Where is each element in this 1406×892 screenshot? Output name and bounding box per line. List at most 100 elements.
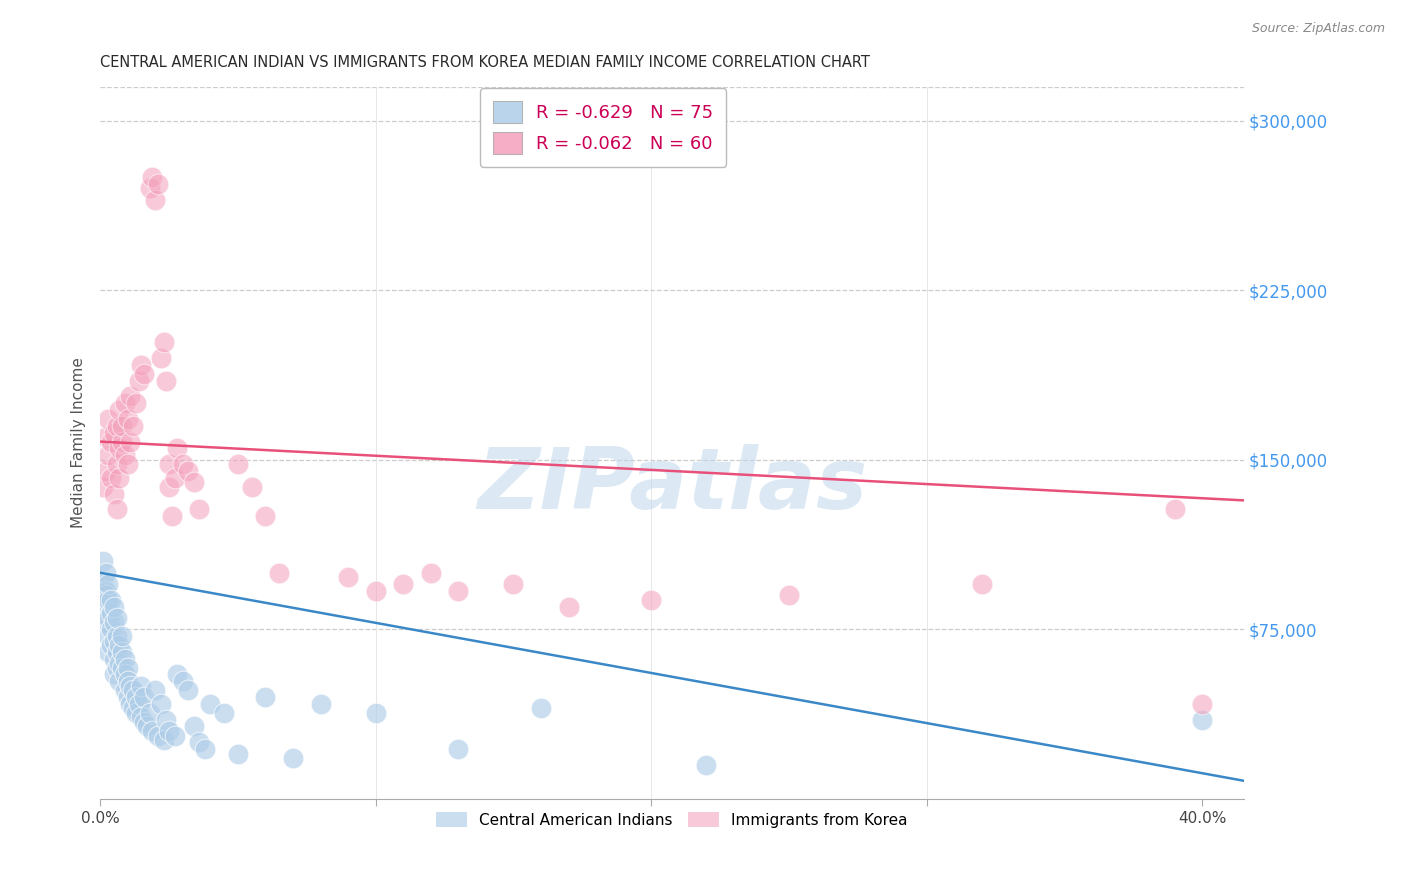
Point — [155, 374, 177, 388]
Point — [108, 442, 131, 456]
Text: Source: ZipAtlas.com: Source: ZipAtlas.com — [1251, 22, 1385, 36]
Point — [212, 706, 235, 720]
Point — [392, 577, 415, 591]
Point — [94, 583, 117, 598]
Point — [131, 710, 153, 724]
Point — [94, 588, 117, 602]
Point — [200, 697, 222, 711]
Point — [136, 719, 159, 733]
Legend: Central American Indians, Immigrants from Korea: Central American Indians, Immigrants fro… — [430, 805, 914, 834]
Point — [111, 629, 134, 643]
Text: CENTRAL AMERICAN INDIAN VS IMMIGRANTS FROM KOREA MEDIAN FAMILY INCOME CORRELATIO: CENTRAL AMERICAN INDIAN VS IMMIGRANTS FR… — [100, 55, 870, 70]
Point — [120, 389, 142, 403]
Point — [364, 706, 387, 720]
Point — [141, 724, 163, 739]
Point — [640, 592, 662, 607]
Point — [103, 599, 125, 614]
Point — [138, 181, 160, 195]
Point — [157, 457, 180, 471]
Point — [970, 577, 993, 591]
Point — [94, 615, 117, 630]
Point — [146, 729, 169, 743]
Point — [530, 701, 553, 715]
Point — [172, 457, 194, 471]
Point — [97, 577, 120, 591]
Point — [419, 566, 441, 580]
Point — [131, 358, 153, 372]
Point — [94, 566, 117, 580]
Point — [105, 661, 128, 675]
Point — [1164, 502, 1187, 516]
Point — [122, 683, 145, 698]
Point — [103, 486, 125, 500]
Point — [108, 403, 131, 417]
Point — [105, 645, 128, 659]
Point — [120, 697, 142, 711]
Point — [143, 683, 166, 698]
Point — [94, 464, 117, 478]
Point — [138, 706, 160, 720]
Point — [100, 638, 122, 652]
Point — [128, 697, 150, 711]
Point — [309, 697, 332, 711]
Point — [134, 690, 156, 704]
Point — [155, 713, 177, 727]
Point — [364, 583, 387, 598]
Point — [100, 607, 122, 621]
Point — [447, 583, 470, 598]
Point — [163, 471, 186, 485]
Point — [117, 457, 139, 471]
Point — [108, 638, 131, 652]
Point — [122, 418, 145, 433]
Point — [94, 430, 117, 444]
Point — [114, 396, 136, 410]
Point — [149, 351, 172, 365]
Point — [125, 396, 148, 410]
Point — [128, 374, 150, 388]
Point — [111, 418, 134, 433]
Point — [103, 667, 125, 681]
Point — [97, 629, 120, 643]
Point — [281, 751, 304, 765]
Point — [125, 706, 148, 720]
Point — [111, 434, 134, 449]
Point — [152, 733, 174, 747]
Point — [97, 611, 120, 625]
Point — [183, 475, 205, 490]
Point — [194, 742, 217, 756]
Point — [557, 599, 579, 614]
Point — [120, 434, 142, 449]
Point — [97, 645, 120, 659]
Point — [131, 679, 153, 693]
Point — [105, 418, 128, 433]
Point — [91, 480, 114, 494]
Point — [254, 690, 277, 704]
Point — [100, 592, 122, 607]
Point — [157, 480, 180, 494]
Point — [177, 464, 200, 478]
Point — [114, 651, 136, 665]
Point — [226, 457, 249, 471]
Point — [188, 735, 211, 749]
Point — [1191, 697, 1213, 711]
Point — [141, 169, 163, 184]
Point — [177, 683, 200, 698]
Point — [105, 502, 128, 516]
Point — [695, 758, 717, 772]
Point — [226, 747, 249, 761]
Point — [103, 615, 125, 630]
Point — [166, 667, 188, 681]
Point — [117, 661, 139, 675]
Point — [1191, 713, 1213, 727]
Point — [447, 742, 470, 756]
Point — [105, 629, 128, 643]
Point — [183, 719, 205, 733]
Point — [117, 412, 139, 426]
Point — [94, 599, 117, 614]
Point — [117, 674, 139, 689]
Point — [337, 570, 360, 584]
Y-axis label: Median Family Income: Median Family Income — [72, 358, 86, 528]
Point — [778, 588, 800, 602]
Point — [122, 701, 145, 715]
Point — [111, 661, 134, 675]
